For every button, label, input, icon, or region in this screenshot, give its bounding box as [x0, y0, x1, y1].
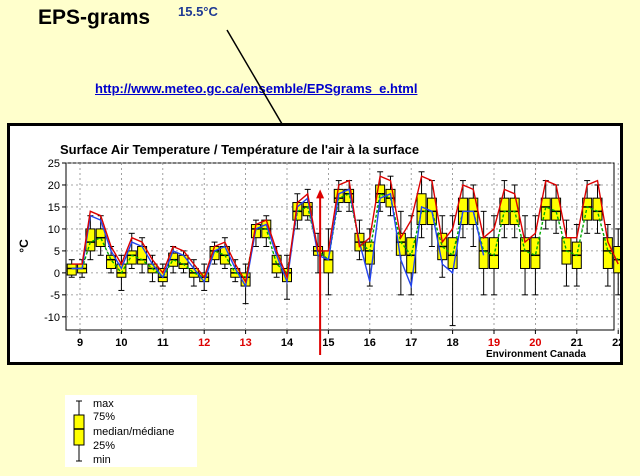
series-red-line — [71, 175, 619, 284]
legend-box-swatch — [73, 414, 85, 446]
y-axis-label: °C — [17, 239, 31, 253]
box — [126, 250, 137, 265]
plot-area: -10 -5 0 5 10 15 20 25 9 10 11 12 13 14 15 16 17 18 19 20 21… — [44, 158, 620, 355]
day-label: 9 — [77, 337, 83, 349]
legend-label: min — [93, 454, 111, 466]
epsgram-chart-frame: Surface Air Temperature / Température de… — [7, 123, 623, 365]
credit-label: Environment Canada — [486, 349, 586, 360]
chart-title: Surface Air Temperature / Température de… — [60, 142, 419, 157]
y-tick-label: -5 — [50, 290, 60, 302]
slide-title: EPS-grams — [38, 6, 151, 29]
box — [106, 254, 117, 269]
y-tick-label: 10 — [48, 224, 60, 236]
box — [66, 263, 77, 276]
day-label: 13 — [239, 337, 251, 349]
legend-label: 25% — [93, 440, 115, 452]
day-label: 15 — [322, 337, 334, 349]
epsgrams-url-link[interactable]: http://www.meteo.gc.ca/ensemble/EPSgrams… — [95, 81, 418, 96]
day-label: 14 — [281, 337, 294, 349]
box — [489, 237, 499, 269]
series-blue-line — [71, 188, 485, 289]
day-label: 11 — [157, 337, 169, 349]
day-label: 12 — [198, 337, 210, 349]
boxplot-legend: max 75% median/médiane 25% min — [65, 395, 197, 467]
day-label: 10 — [115, 337, 127, 349]
epsgram-chart: Surface Air Temperature / Température de… — [17, 142, 620, 360]
box — [157, 267, 168, 283]
day-label: 20 — [529, 337, 541, 349]
y-tick-label: -10 — [44, 312, 60, 324]
day-label: 17 — [405, 337, 417, 349]
day-label: 16 — [364, 337, 376, 349]
box — [364, 241, 375, 265]
y-tick-label: 20 — [48, 180, 60, 192]
legend-label: 75% — [93, 411, 115, 423]
box — [137, 246, 148, 265]
y-tick-label: 0 — [54, 268, 60, 280]
legend-label: median/médiane — [93, 426, 174, 438]
box — [395, 232, 406, 256]
box — [116, 263, 127, 278]
temperature-annotation: 15.5°C — [178, 4, 218, 19]
red-arrow-head — [316, 189, 325, 199]
day-label: 21 — [571, 337, 583, 349]
y-tick-label: 15 — [48, 202, 60, 214]
box — [323, 250, 334, 274]
box — [178, 254, 189, 269]
y-tick-label: 25 — [48, 158, 60, 170]
day-label: 18 — [446, 337, 458, 349]
legend-label: max — [93, 398, 114, 410]
y-tick-label: 5 — [54, 246, 60, 258]
day-label: 22 — [612, 337, 620, 349]
day-label: 19 — [488, 337, 500, 349]
